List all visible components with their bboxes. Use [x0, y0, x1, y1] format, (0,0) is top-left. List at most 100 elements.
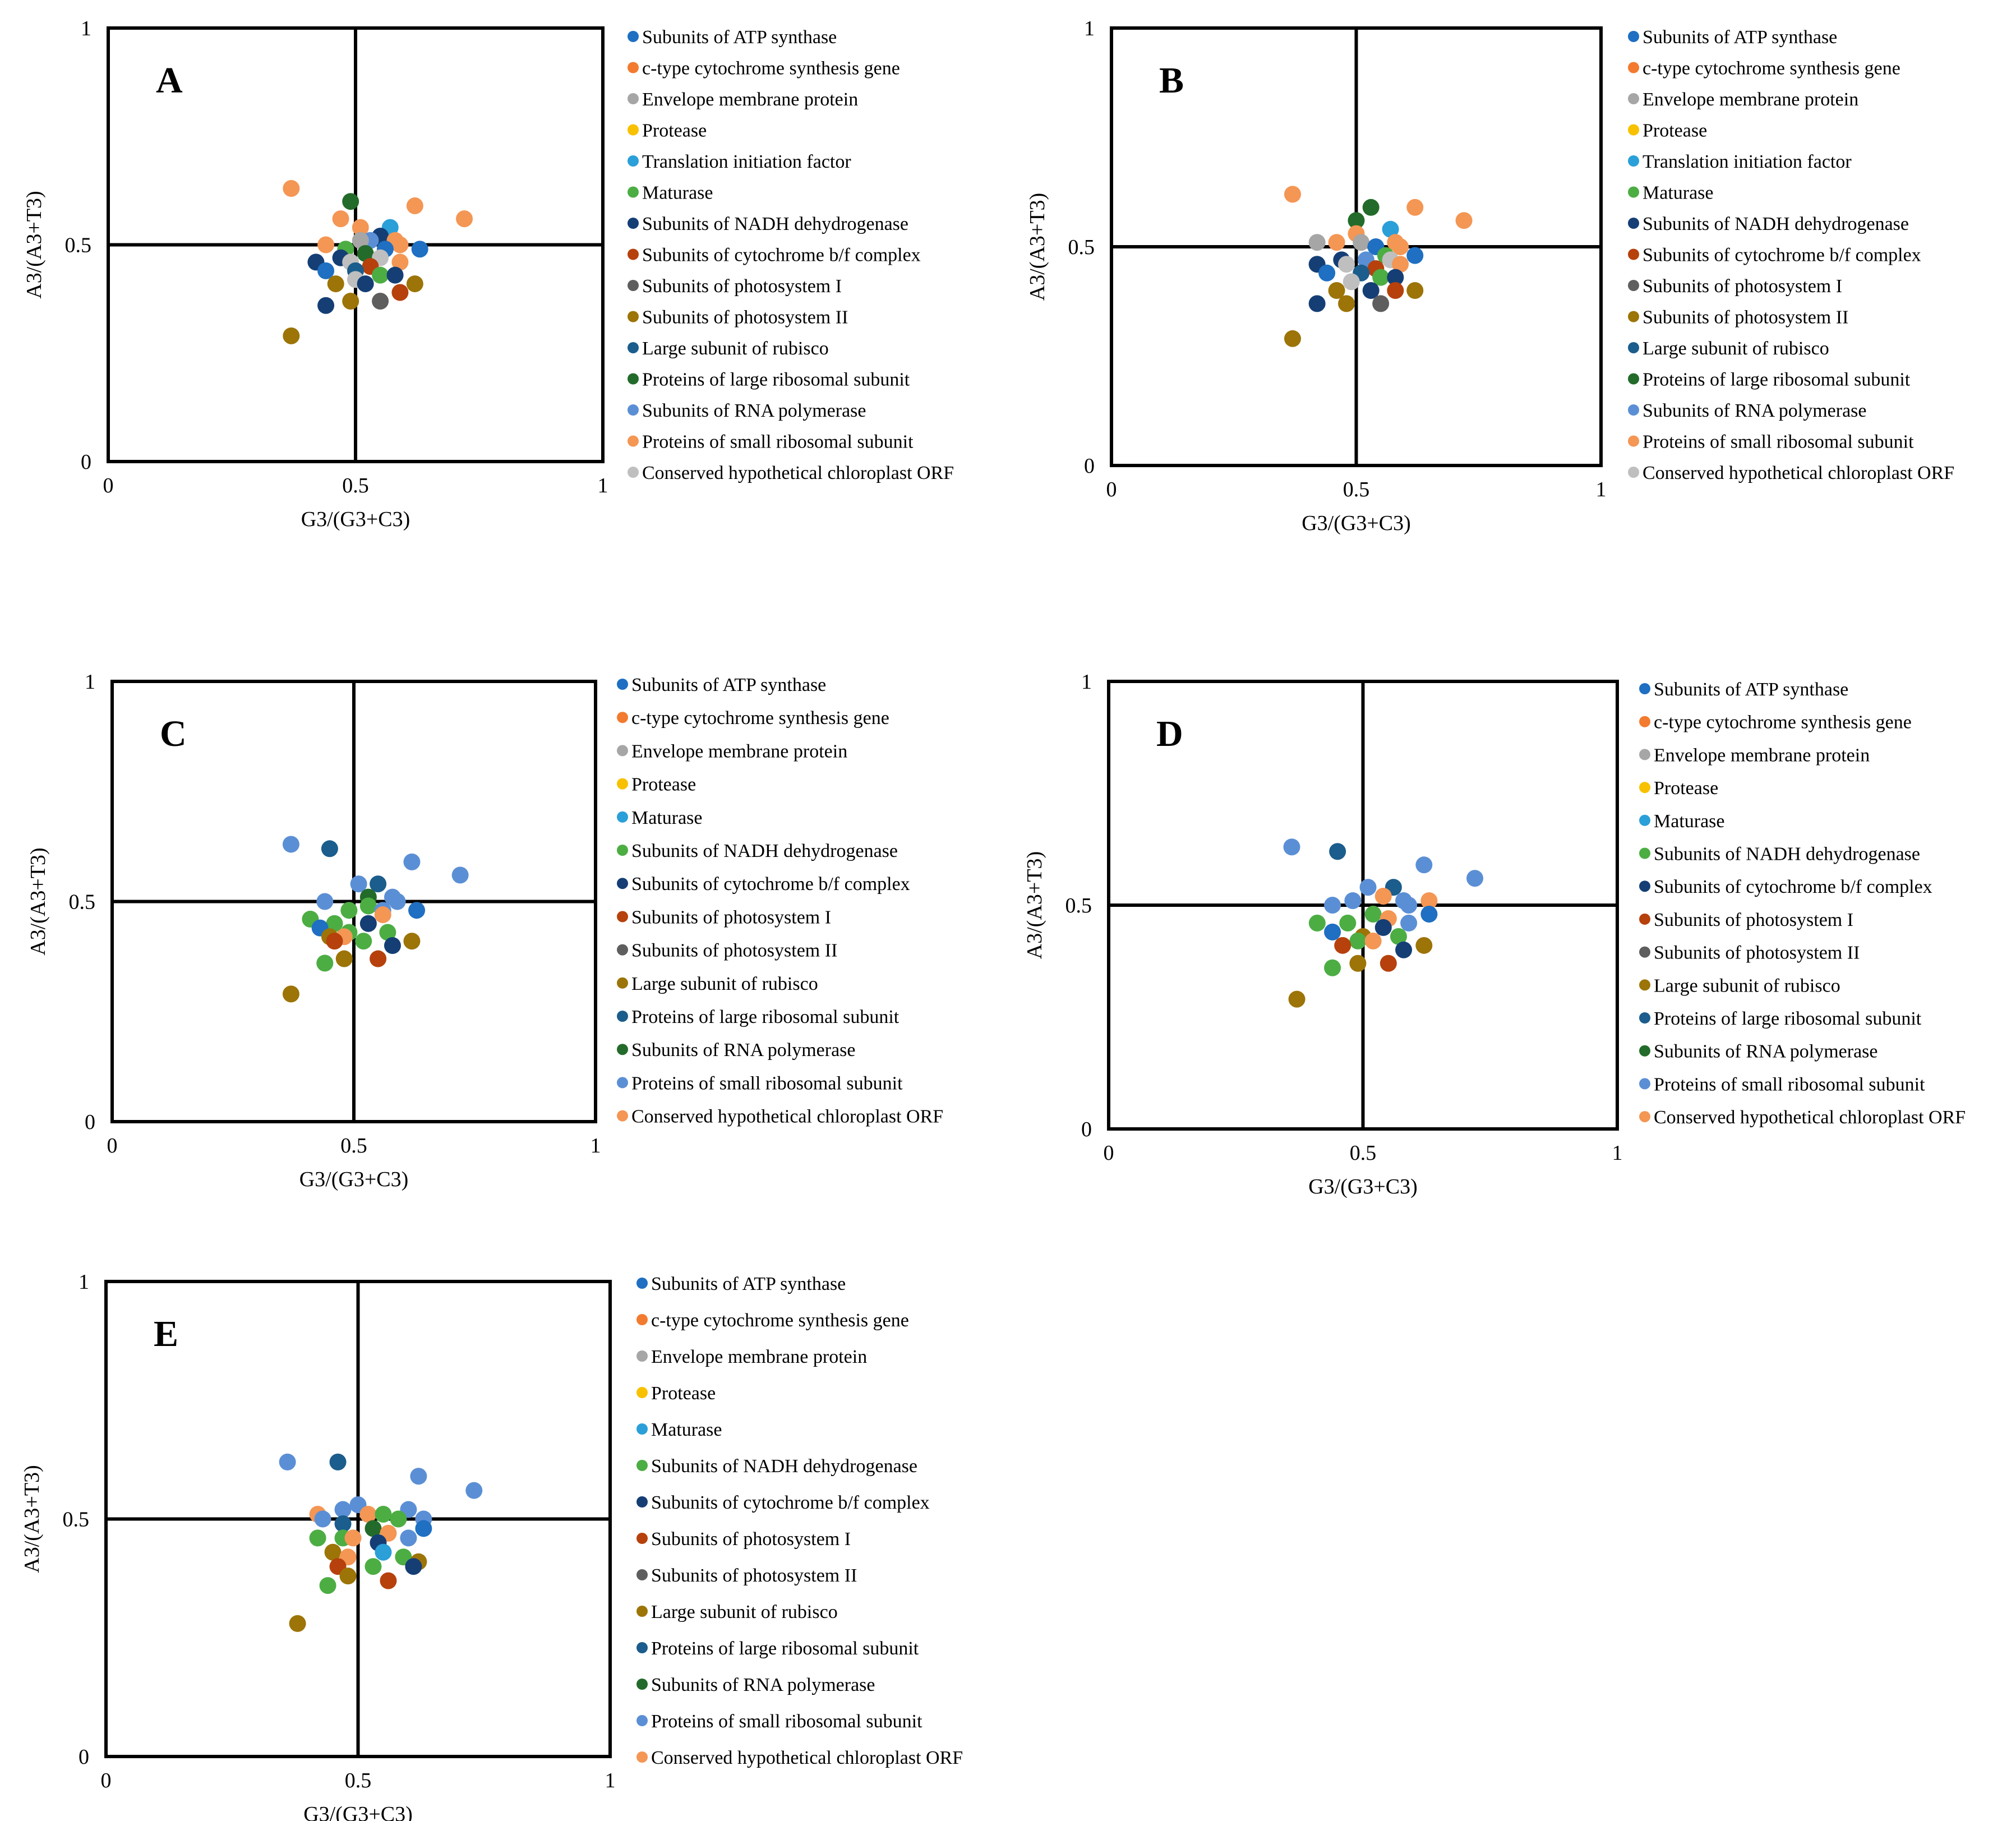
data-point	[326, 933, 343, 950]
legend-entry-label: Proteins of small ribosomal subunit	[651, 1711, 922, 1732]
data-point	[415, 1520, 432, 1537]
legend-marker	[1628, 31, 1639, 42]
data-point	[1382, 220, 1399, 238]
legend-marker	[628, 404, 639, 416]
panel-d: D 0 0.5 1 0 0.5 1 G3/(G3+C3) A3/(A3+T3) Subunits …	[1023, 670, 1966, 1198]
data-point	[321, 840, 338, 858]
legend-entry-label: Maturase	[651, 1419, 722, 1440]
legend-marker	[628, 248, 639, 260]
data-point	[1372, 295, 1390, 312]
legend-entry-label: Subunits of ATP synthase	[1643, 27, 1837, 48]
data-point	[386, 266, 404, 284]
legend-entry-label: Large subunit of rubisco	[631, 974, 818, 994]
legend-marker	[1639, 716, 1650, 727]
legend-marker	[1628, 467, 1639, 478]
legend-marker	[1639, 814, 1650, 826]
legend-marker	[628, 311, 639, 322]
legend-marker	[1628, 404, 1639, 416]
data-point	[390, 1510, 407, 1528]
legend-entry-label: Subunits of RNA polymerase	[631, 1040, 855, 1061]
data-point	[1284, 186, 1302, 203]
x-axis-label: G3/(G3+C3)	[1302, 511, 1411, 535]
data-point	[1466, 870, 1484, 887]
legend-marker	[636, 1569, 648, 1580]
data-point	[372, 266, 389, 284]
data-point	[316, 955, 334, 972]
data-point	[1344, 892, 1362, 910]
legend-marker	[628, 342, 639, 353]
data-point	[1455, 212, 1473, 229]
data-point	[1324, 923, 1341, 941]
legend-marker	[1628, 218, 1639, 229]
legend-marker	[628, 124, 639, 136]
legend-entry-label: Subunits of ATP synthase	[651, 1274, 846, 1294]
legend-marker	[1639, 946, 1650, 958]
legend-entry-label: Subunits of ATP synthase	[1654, 679, 1848, 700]
legend-entry-label: Subunits of photosystem I	[642, 276, 842, 297]
legend-marker	[1639, 683, 1650, 694]
legend-marker	[636, 1314, 648, 1325]
data-point	[335, 950, 353, 967]
legend-entry-label: Envelope membrane protein	[631, 741, 847, 762]
data-point	[1415, 856, 1433, 874]
data-point	[374, 906, 391, 924]
legend-entry-label: Protease	[1643, 121, 1707, 141]
data-point	[1308, 234, 1326, 251]
legend-entry-label: Subunits of photosystem I	[1643, 276, 1842, 297]
data-point	[406, 275, 423, 293]
legend-entry-label: Translation initiation factor	[1643, 151, 1852, 172]
data-point	[370, 875, 387, 893]
legend-entry-label: Subunits of ATP synthase	[631, 675, 826, 695]
data-point	[314, 1510, 331, 1528]
panel-a: A 0 0.5 1 0 0.5 1 G3/(G3+C3) A3/(A3+T3) Subunits …	[22, 17, 954, 531]
data-point	[1288, 990, 1305, 1008]
legend-marker	[617, 1044, 628, 1055]
data-point	[1400, 897, 1418, 914]
data-point	[380, 1572, 397, 1589]
x-tick-label: 1	[605, 1769, 616, 1792]
legend-entry-label: Proteins of large ribosomal subunit	[1643, 370, 1911, 390]
legend-entry-label: Conserved hypothetical chloroplast ORF	[1643, 463, 1954, 483]
data-point	[403, 933, 421, 950]
data-point	[1364, 932, 1382, 949]
data-point	[350, 875, 367, 893]
data-point	[344, 1529, 362, 1547]
legend-marker	[1639, 1045, 1650, 1057]
legend-entry-label: Large subunit of rubisco	[1654, 975, 1840, 996]
data-point	[1324, 897, 1341, 914]
data-point	[359, 915, 377, 932]
data-point	[465, 1482, 483, 1499]
legend-entry-label: Conserved hypothetical chloroplast ORF	[631, 1107, 943, 1127]
data-point	[379, 924, 396, 941]
legend-entry-label: Subunits of RNA polymerase	[1643, 400, 1866, 421]
data-point	[340, 902, 358, 919]
legend-entry-label: Subunits of photosystem II	[1654, 943, 1860, 963]
legend-marker	[628, 280, 639, 291]
data-point	[317, 297, 335, 314]
y-axis-label: A3/(A3+T3)	[1026, 193, 1049, 301]
legend-entry-label: Envelope membrane protein	[1654, 745, 1870, 766]
data-point	[355, 933, 372, 950]
data-point	[1348, 212, 1365, 229]
data-point	[357, 245, 374, 262]
y-tick-label: 0	[79, 1745, 89, 1769]
legend-marker	[1639, 913, 1650, 925]
legend-marker	[1628, 311, 1639, 322]
legend-entry-label: Subunits of RNA polymerase	[1654, 1041, 1877, 1062]
legend-marker	[1628, 435, 1639, 447]
legend-entry-label: Conserved hypothetical chloroplast ORF	[1654, 1107, 1966, 1128]
data-point	[316, 893, 334, 910]
legend-marker	[628, 93, 639, 104]
data-point	[342, 292, 359, 310]
y-tick-label: 1	[1084, 17, 1095, 40]
data-point	[1328, 282, 1345, 299]
legend-entry-label: Maturase	[642, 183, 713, 204]
legend-marker	[636, 1642, 648, 1653]
y-axis-label: A3/(A3+T3)	[20, 1465, 44, 1573]
data-point	[279, 1453, 296, 1470]
legend-marker	[617, 745, 628, 757]
legend-marker	[617, 712, 628, 723]
legend-entry-label: Proteins of small ribosomal subunit	[642, 432, 914, 453]
legend-entry-label: Subunits of cytochrome b/f complex	[651, 1492, 930, 1513]
